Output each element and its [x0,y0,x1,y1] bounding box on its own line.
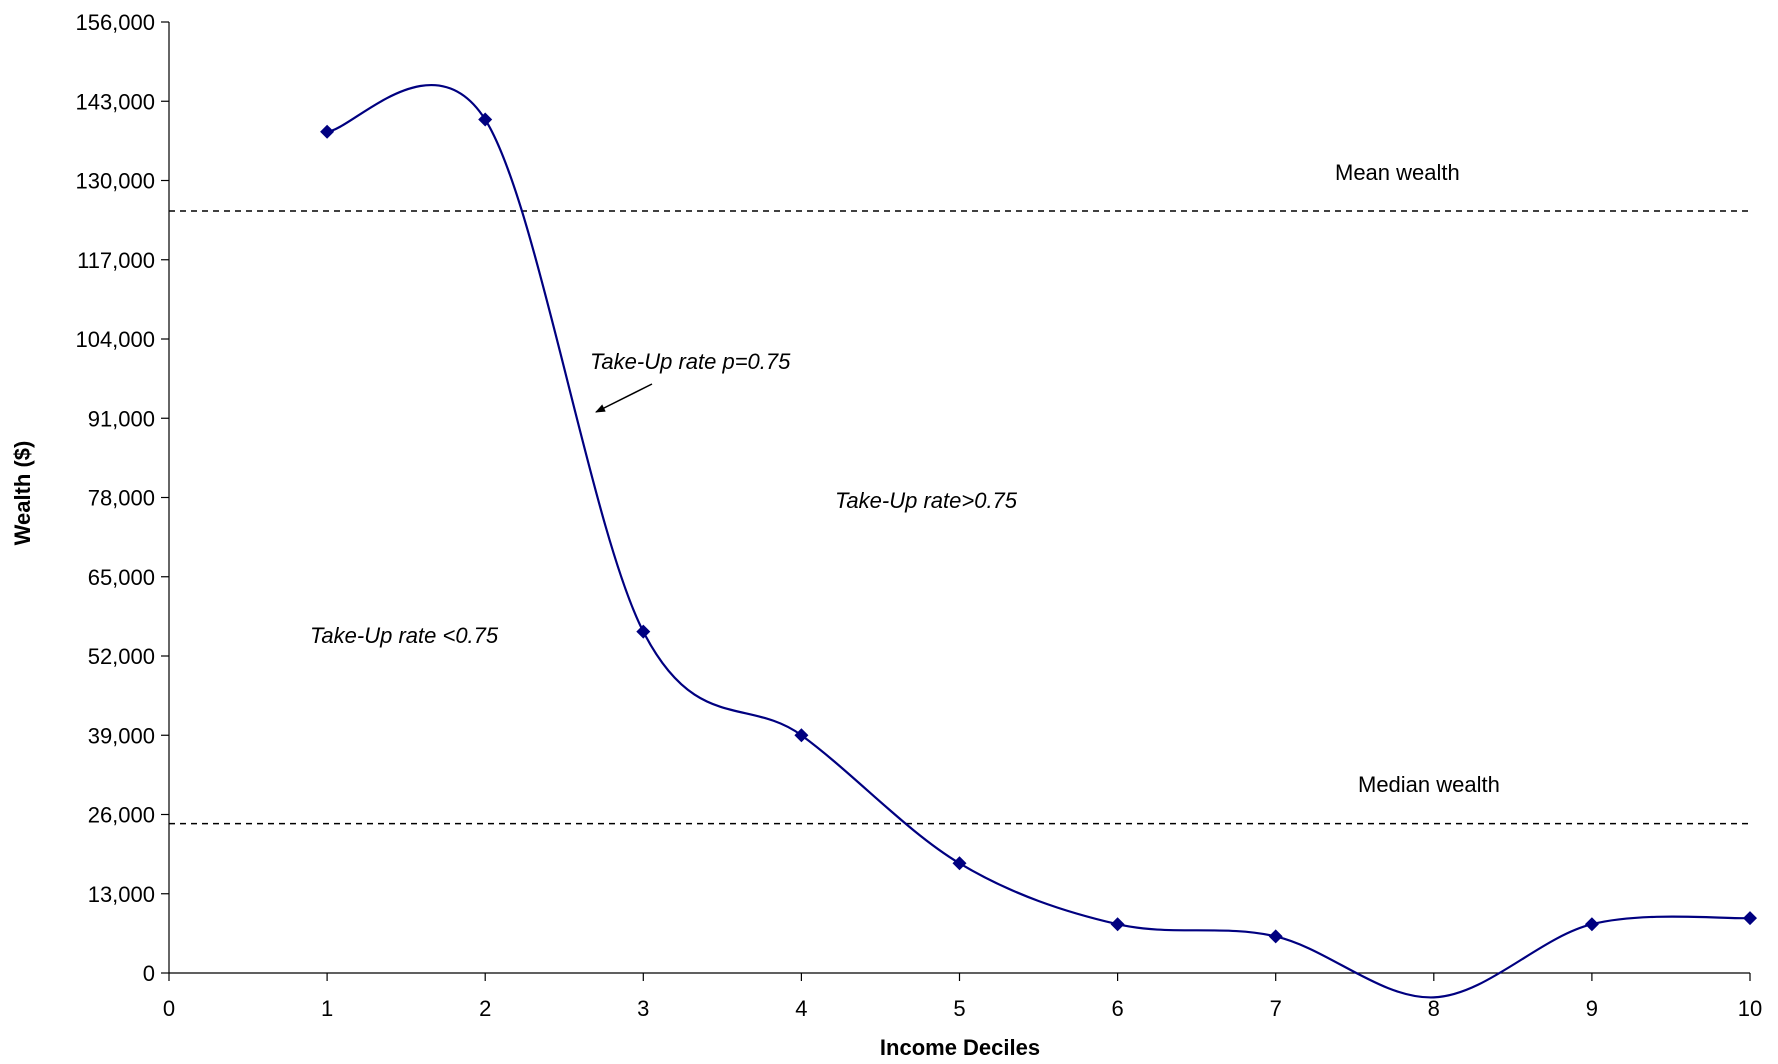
median-wealth-label: Median wealth [1358,772,1500,797]
data-point-marker [1110,917,1125,932]
y-tick-label: 26,000 [88,803,155,828]
y-tick-label: 65,000 [88,565,155,590]
y-tick-label: 104,000 [75,327,155,352]
mean-wealth-label: Mean wealth [1335,160,1460,185]
data-point-marker [1584,917,1599,932]
y-tick-label: 130,000 [75,169,155,194]
y-tick-label: 13,000 [88,882,155,907]
x-tick-label: 8 [1428,996,1440,1021]
series-layer [320,83,1757,999]
y-tick-label: 78,000 [88,486,155,511]
data-point-marker [794,728,809,743]
x-tick-label: 6 [1111,996,1123,1021]
plot-axes: 0 13,000 26,000 39,000 52,000 65,000 78,000 91,… [75,10,1762,1021]
y-tick-label: 52,000 [88,644,155,669]
x-tick-label: 10 [1738,996,1762,1021]
y-tick-label: 91,000 [88,406,155,431]
y-tick-label: 0 [143,961,155,986]
y-tick-label: 143,000 [75,89,155,114]
data-point-marker [320,124,335,139]
data-point-marker [952,856,967,871]
x-tick-label: 4 [795,996,807,1021]
reference-lines [169,210,1750,825]
data-point-marker [1743,911,1757,926]
take-up-above-label: Take-Up rate>0.75 [835,488,1018,513]
y-tick-label: 117,000 [77,248,155,273]
y-tick-label: 39,000 [88,723,155,748]
data-point-marker [478,112,493,127]
take-up-equal-arrow [595,383,653,413]
data-point-marker [636,624,651,639]
x-tick-label: 5 [953,996,965,1021]
x-tick-label: 0 [163,996,175,1021]
x-axis-title: Income Deciles [880,1035,1040,1060]
x-tick-label: 1 [321,996,333,1021]
take-up-below-label: Take-Up rate <0.75 [310,623,499,648]
data-point-marker [1268,929,1283,944]
x-tick-label: 7 [1270,996,1282,1021]
x-tick-label: 2 [479,996,491,1021]
x-tick-label: 9 [1586,996,1598,1021]
x-tick-label: 3 [637,996,649,1021]
wealth-series-line [326,83,1751,999]
y-tick-label: 156,000 [75,10,155,35]
y-axis-title: Wealth ($) [10,441,35,546]
take-up-equal-label: Take-Up rate p=0.75 [590,349,791,374]
